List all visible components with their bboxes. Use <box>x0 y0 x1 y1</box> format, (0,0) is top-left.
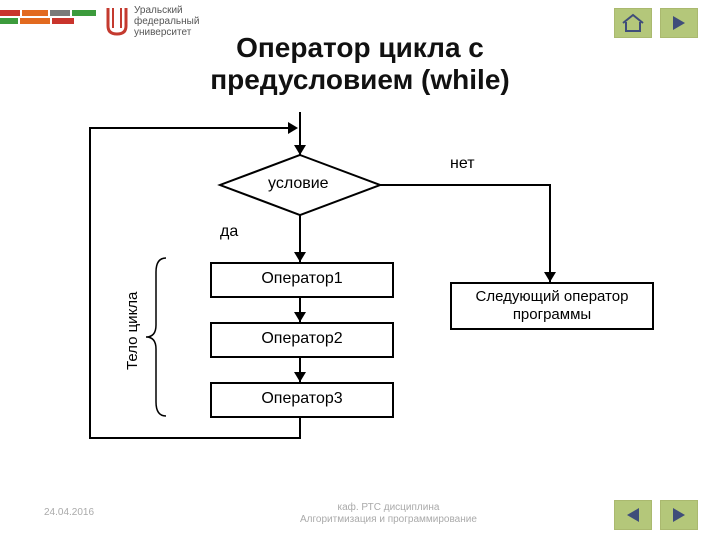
operator-box: Оператор3 <box>210 382 394 418</box>
home-button[interactable] <box>614 8 652 38</box>
next-operator-box: Следующий оператор программы <box>450 282 654 330</box>
operator-label: Оператор3 <box>261 390 342 407</box>
next-op-line: Следующий оператор <box>452 288 652 306</box>
logo-line1: Уральский <box>134 5 199 16</box>
next-button-top[interactable] <box>660 8 698 38</box>
header-stripes <box>0 10 98 24</box>
prev-button[interactable] <box>614 500 652 530</box>
condition-label: условие <box>268 175 329 193</box>
footer-department: каф. РТС дисциплина Алгоритмизация и про… <box>300 502 477 526</box>
operator-label: Оператор1 <box>261 270 342 287</box>
slide-title: Оператор цикла с предусловием (while) <box>150 32 570 96</box>
operator-box: Оператор2 <box>210 322 394 358</box>
no-label: нет <box>450 155 475 173</box>
footer-date: 24.04.2016 <box>44 507 94 518</box>
operator-label: Оператор2 <box>261 330 342 347</box>
next-op-line: программы <box>452 306 652 324</box>
next-button[interactable] <box>660 500 698 530</box>
logo-line2: федеральный <box>134 16 199 27</box>
yes-label: да <box>220 223 238 241</box>
operator-box: Оператор1 <box>210 262 394 298</box>
loop-body-label: Тело цикла <box>124 292 141 370</box>
